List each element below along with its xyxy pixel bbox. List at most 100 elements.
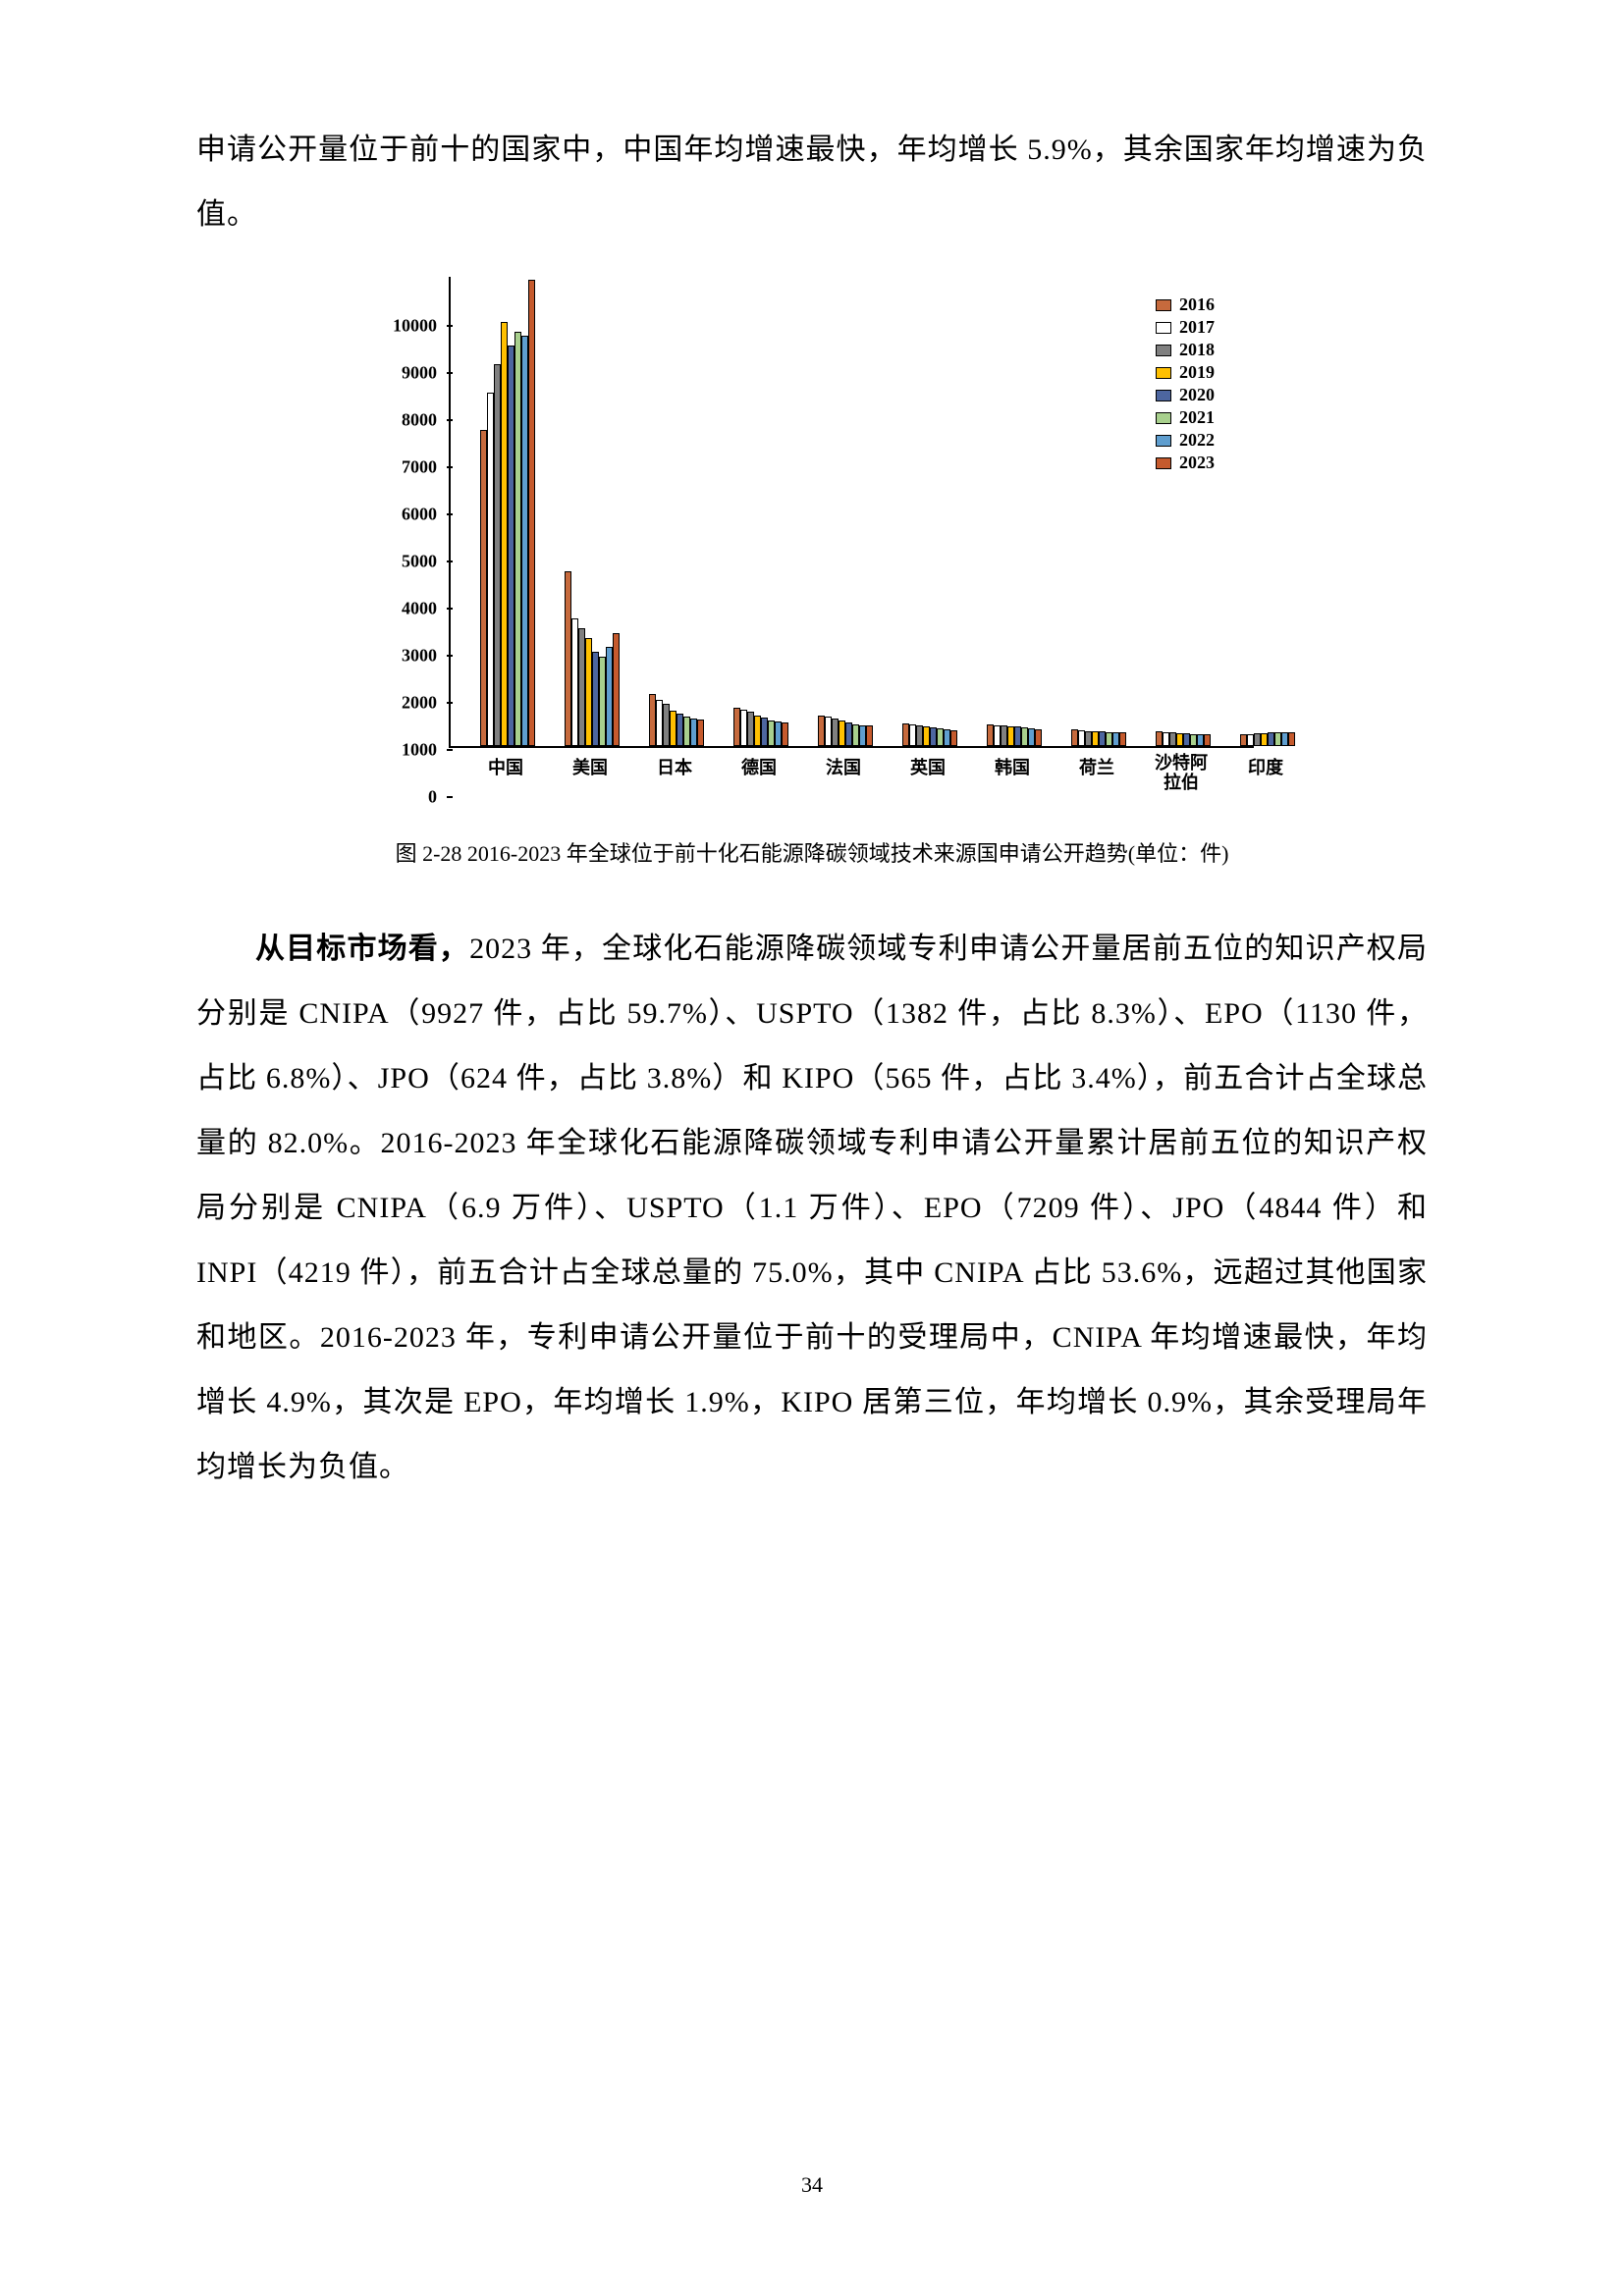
- bar: [480, 430, 487, 746]
- legend-label: 2017: [1179, 317, 1215, 338]
- bar: [902, 723, 909, 746]
- legend-swatch: [1156, 457, 1171, 469]
- bar-group: [480, 280, 535, 746]
- bar: [761, 718, 768, 746]
- bar: [606, 647, 613, 746]
- x-axis-label: 英国: [898, 754, 957, 779]
- bar: [697, 720, 704, 746]
- bar: [599, 657, 606, 746]
- bar: [987, 724, 994, 746]
- bar-group: [733, 708, 788, 746]
- legend-item: 2022: [1156, 430, 1215, 451]
- y-tick-label: 7000: [378, 457, 437, 478]
- bar: [528, 280, 535, 746]
- x-axis-label: 沙特阿拉伯: [1152, 754, 1211, 793]
- bar: [775, 721, 782, 746]
- bar: [521, 336, 528, 746]
- bar: [1268, 732, 1274, 746]
- bar: [649, 694, 656, 746]
- bar-group: [902, 723, 957, 746]
- bar: [1001, 725, 1007, 746]
- bar: [1281, 732, 1288, 746]
- bar: [818, 716, 825, 746]
- figure-caption: 图 2-28 2016-2023 年全球位于前十化石能源降碳领域技术来源国申请公…: [196, 836, 1428, 868]
- bar: [825, 717, 832, 746]
- bar: [683, 717, 690, 746]
- bar-group: [1071, 729, 1126, 746]
- legend-item: 2016: [1156, 294, 1215, 315]
- paragraph-1: 申请公开量位于前十的国家中，中国年均增速最快，年均增长 5.9%，其余国家年均增…: [196, 118, 1428, 247]
- y-tick-label: 6000: [378, 505, 437, 525]
- legend-label: 2019: [1179, 362, 1215, 383]
- bar: [1092, 731, 1099, 746]
- legend-item: 2018: [1156, 340, 1215, 360]
- y-tick-label: 4000: [378, 599, 437, 619]
- bar: [592, 652, 599, 746]
- bar: [571, 618, 578, 746]
- x-axis-label: 韩国: [983, 754, 1042, 779]
- bar: [1078, 730, 1085, 746]
- bar: [1197, 734, 1204, 746]
- bar: [930, 727, 937, 746]
- bar: [852, 724, 859, 746]
- bar-group: [987, 724, 1042, 746]
- y-tick-label: 9000: [378, 363, 437, 384]
- bar: [1169, 732, 1176, 746]
- bar: [916, 725, 923, 746]
- x-axis-label: 德国: [730, 754, 788, 779]
- bar: [1261, 733, 1268, 746]
- bar: [690, 719, 697, 746]
- bar: [950, 730, 957, 746]
- legend-label: 2020: [1179, 385, 1215, 405]
- y-tick-label: 0: [378, 787, 437, 808]
- paragraph-2-lead: 从目标市场看，: [255, 933, 469, 965]
- bar: [1021, 727, 1028, 746]
- bar: [1156, 731, 1163, 746]
- bar: [508, 346, 514, 746]
- bar: [487, 393, 494, 746]
- bar: [1183, 733, 1190, 746]
- x-axis-label: 法国: [814, 754, 873, 779]
- bar: [782, 722, 788, 746]
- legend-item: 2020: [1156, 385, 1215, 405]
- bar: [839, 721, 845, 746]
- bar: [937, 728, 944, 746]
- x-axis-label: 日本: [645, 754, 704, 779]
- bar: [994, 725, 1001, 746]
- legend-label: 2021: [1179, 407, 1215, 428]
- bar: [585, 638, 592, 746]
- paragraph-2-body: 2023 年，全球化石能源降碳领域专利申请公开量居前五位的知识产权局分别是 CN…: [196, 933, 1428, 1483]
- bar: [768, 721, 775, 746]
- bar: [754, 716, 761, 746]
- legend-swatch: [1156, 435, 1171, 447]
- bar: [1247, 734, 1254, 746]
- bar: [670, 711, 677, 746]
- y-tick-label: 5000: [378, 552, 437, 572]
- legend-item: 2019: [1156, 362, 1215, 383]
- page-number: 34: [0, 2172, 1624, 2198]
- bar: [663, 704, 670, 746]
- y-tick-label: 2000: [378, 693, 437, 714]
- chart-legend: 20162017201820192020202120222023: [1146, 287, 1224, 481]
- bar: [1112, 732, 1119, 746]
- bar: [845, 722, 852, 746]
- bar: [613, 633, 620, 746]
- paragraph-2: 从目标市场看，2023 年，全球化石能源降碳领域专利申请公开量居前五位的知识产权…: [196, 917, 1428, 1500]
- bar: [1163, 732, 1169, 746]
- x-axis-label: 美国: [561, 754, 620, 779]
- bar: [1028, 728, 1035, 746]
- legend-label: 2018: [1179, 340, 1215, 360]
- bar-group: [1156, 731, 1211, 746]
- y-tick-label: 3000: [378, 646, 437, 667]
- y-tick-label: 10000: [378, 316, 437, 337]
- bar: [656, 700, 663, 746]
- bar: [1274, 732, 1281, 746]
- bar: [1240, 734, 1247, 746]
- legend-swatch: [1156, 412, 1171, 424]
- y-tick-label: 8000: [378, 410, 437, 431]
- bar: [677, 714, 683, 746]
- bar: [1014, 726, 1021, 746]
- legend-swatch: [1156, 322, 1171, 334]
- bar: [1007, 726, 1014, 746]
- legend-swatch: [1156, 367, 1171, 379]
